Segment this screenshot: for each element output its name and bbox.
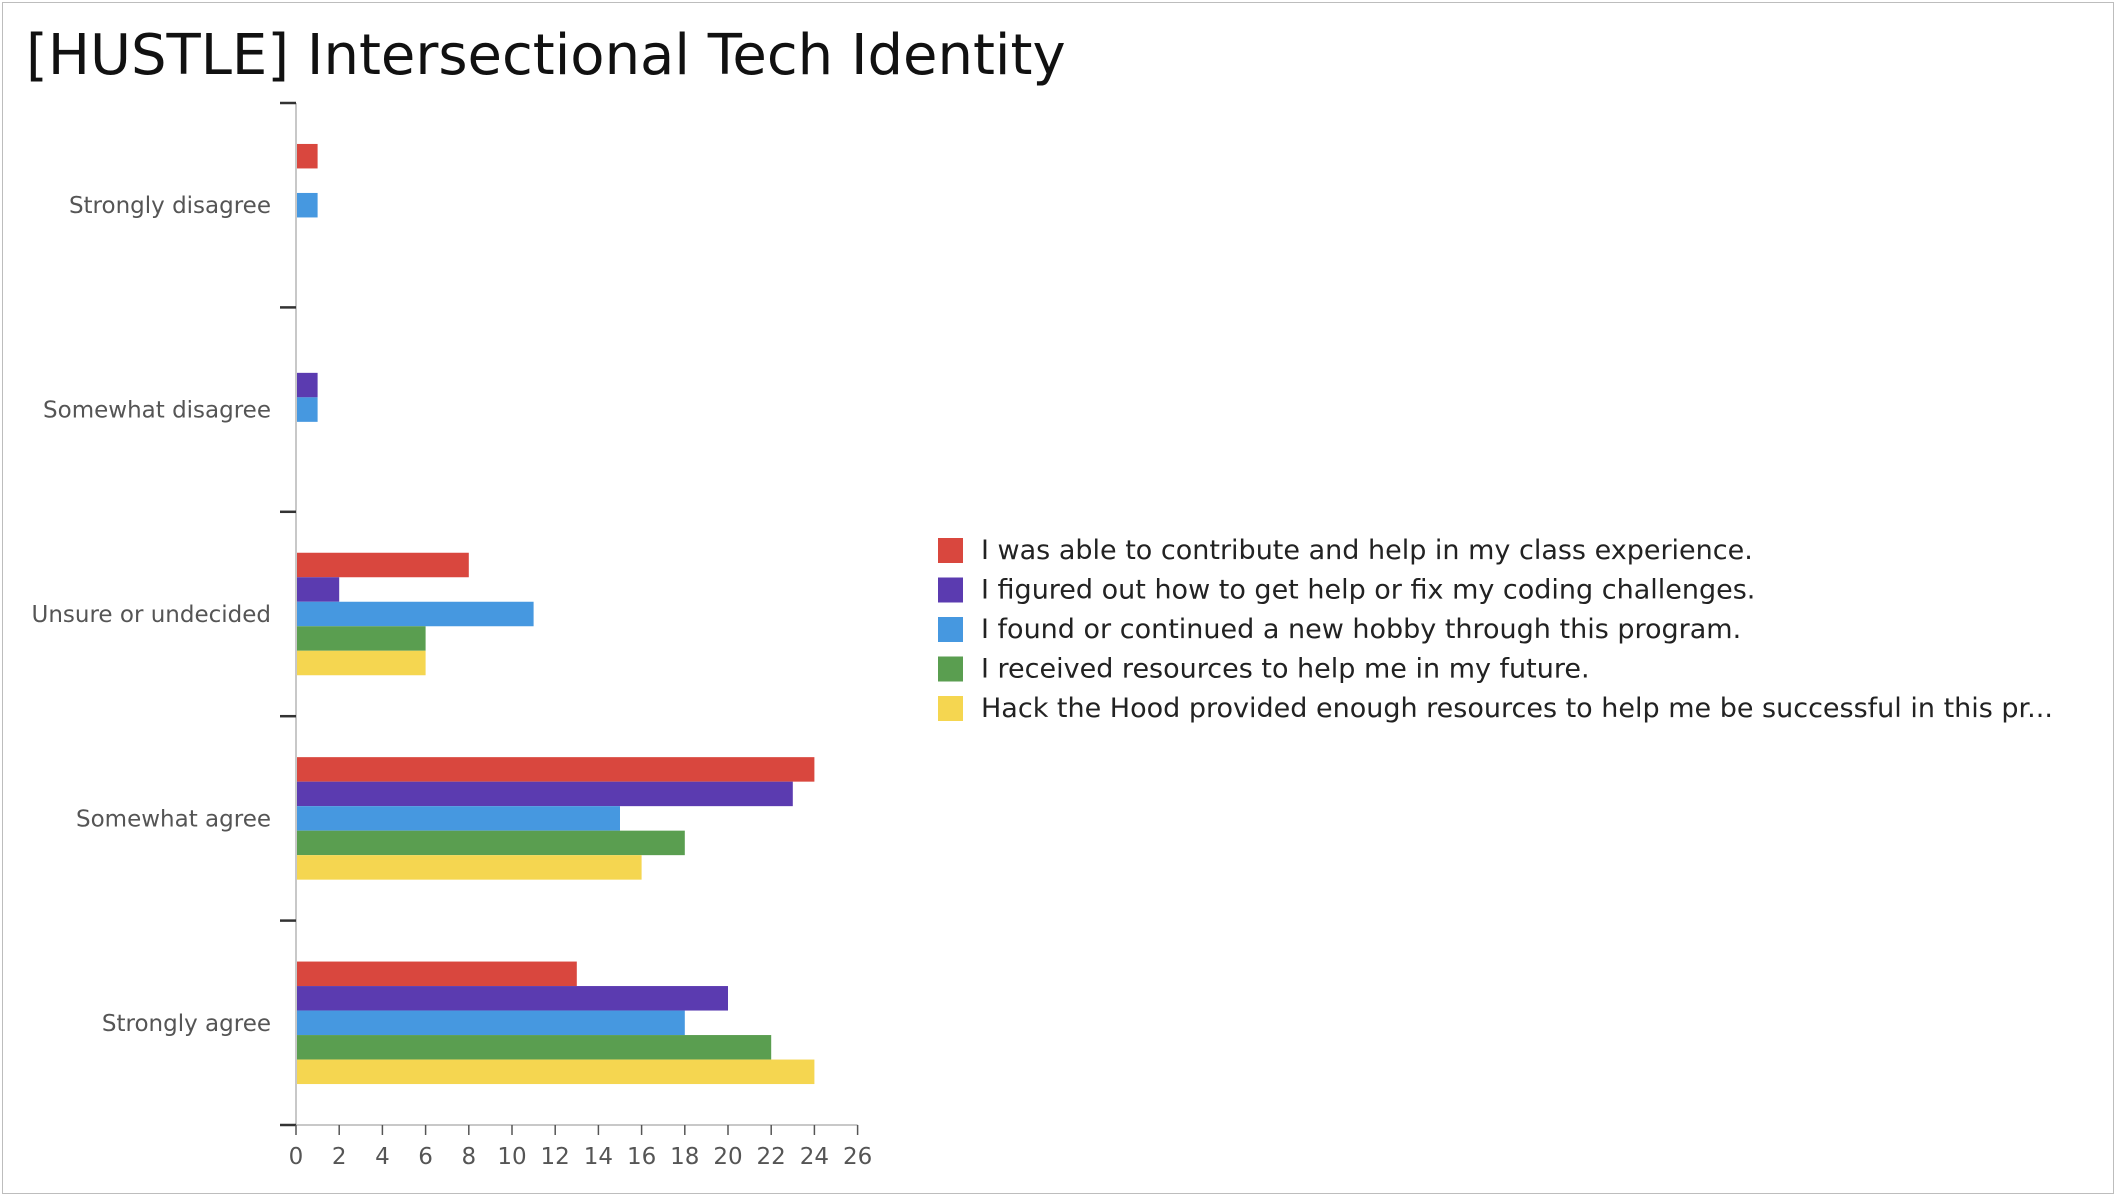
x-tick-label: 20	[713, 1144, 742, 1170]
bar	[297, 577, 340, 602]
bar	[297, 806, 620, 831]
category-label: Strongly disagree	[69, 193, 271, 219]
bar	[297, 601, 534, 627]
legend-swatch	[938, 696, 963, 721]
chart-legend: I was able to contribute and help in my …	[938, 535, 2053, 724]
bar	[297, 626, 426, 651]
bar	[297, 986, 728, 1011]
category-label: Strongly agree	[102, 1011, 271, 1037]
bar	[297, 757, 815, 782]
legend-label: I found or continued a new hobby through…	[981, 614, 1741, 645]
legend-label: I was able to contribute and help in my …	[981, 535, 1753, 566]
bar	[297, 1010, 685, 1036]
x-tick-label: 14	[584, 1144, 613, 1170]
bar	[297, 372, 318, 398]
x-tick-label: 18	[670, 1144, 699, 1170]
legend-label: Hack the Hood provided enough resources …	[981, 693, 2053, 724]
bar	[297, 1035, 772, 1060]
bar	[297, 143, 318, 169]
x-tick-label: 2	[332, 1144, 347, 1170]
bar	[297, 855, 642, 880]
x-tick-label: 12	[541, 1144, 570, 1170]
bar	[297, 397, 318, 422]
x-tick-label: 0	[289, 1144, 304, 1170]
legend-label: I figured out how to get help or fix my …	[981, 575, 1755, 606]
legend-swatch	[938, 577, 963, 603]
legend-swatch	[938, 538, 963, 563]
legend-swatch	[938, 656, 963, 682]
x-tick-label: 6	[418, 1144, 433, 1170]
x-tick-label: 10	[497, 1144, 526, 1170]
x-tick-label: 4	[375, 1144, 390, 1170]
x-tick-label: 8	[461, 1144, 476, 1170]
bar	[297, 552, 469, 578]
category-label: Somewhat disagree	[43, 398, 271, 424]
bar	[297, 650, 426, 676]
bar	[297, 830, 685, 856]
legend-swatch	[938, 617, 963, 642]
category-label: Unsure or undecided	[31, 602, 271, 628]
x-tick-label: 16	[627, 1144, 656, 1170]
bar	[297, 192, 318, 218]
chart-axes	[280, 101, 859, 1135]
legend-label: I received resources to help me in my fu…	[981, 654, 1590, 685]
bar	[297, 1059, 815, 1085]
bar	[297, 961, 577, 987]
slide-title: [HUSTLE] Intersectional Tech Identity	[26, 23, 1066, 88]
category-label: Somewhat agree	[76, 806, 271, 832]
bar	[297, 781, 793, 807]
chart-bars	[297, 143, 815, 1085]
x-tick-label: 26	[843, 1144, 872, 1170]
x-tick-label: 22	[757, 1144, 786, 1170]
x-tick-label: 24	[800, 1144, 829, 1170]
